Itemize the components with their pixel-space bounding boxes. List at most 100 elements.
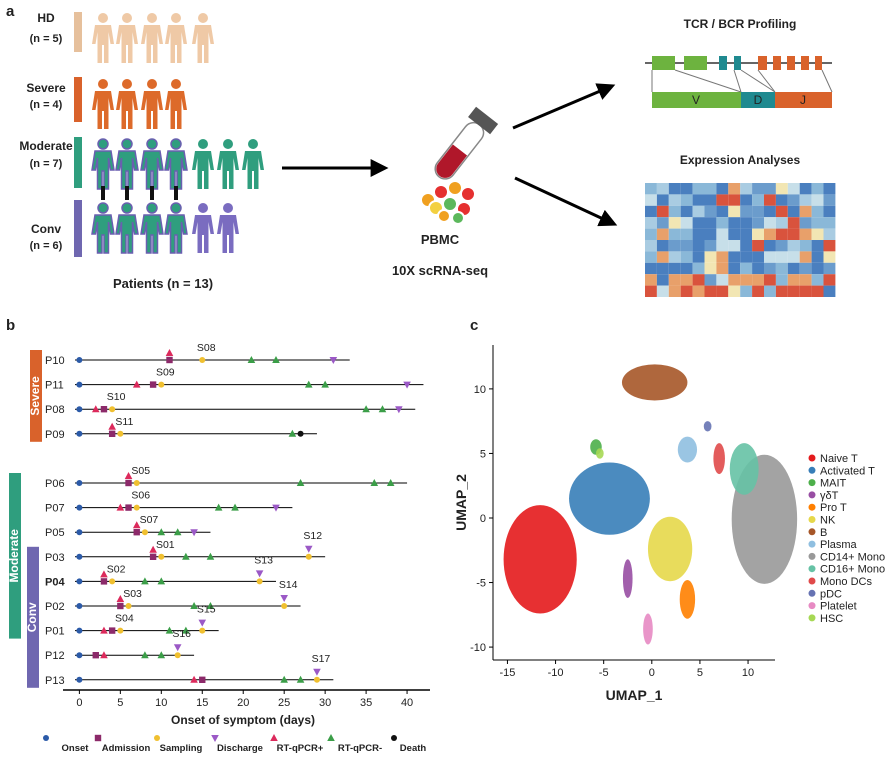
segment-label: D (754, 93, 763, 107)
heat-cell (716, 251, 729, 263)
sample-label: S05 (131, 465, 150, 477)
person-head (198, 203, 208, 213)
group-name: Severe (26, 81, 66, 95)
person-body (116, 25, 138, 63)
event-marker (256, 578, 263, 585)
patients-label: Patients (n = 13) (113, 276, 213, 291)
legend-dot (808, 516, 816, 523)
event-marker (149, 381, 157, 388)
panel-label: a (6, 3, 15, 20)
heat-cell (728, 183, 741, 195)
legend-label: RT-qPCR+ (277, 743, 324, 754)
heat-cell (740, 217, 753, 229)
patient-label: P01 (45, 626, 65, 638)
heat-cell (764, 217, 776, 229)
heat-cell (692, 217, 705, 229)
group-bar (30, 350, 42, 442)
heat-cell (645, 183, 657, 195)
legend-label: Onset (62, 743, 90, 754)
heat-cell (787, 228, 800, 240)
event-marker (108, 422, 116, 430)
x-tick-label: 5 (117, 697, 123, 709)
event-marker (288, 429, 297, 437)
legend-label: HSC (820, 613, 843, 625)
event-marker (116, 503, 125, 511)
heat-cell (799, 228, 812, 240)
heat-cell (752, 183, 764, 195)
heat-cell (716, 228, 729, 240)
event-marker (108, 627, 116, 634)
event-marker (76, 406, 83, 413)
event-marker (281, 603, 288, 609)
segment-label: J (800, 93, 806, 107)
legend-label: Sampling (160, 743, 203, 754)
heat-cell (728, 194, 741, 206)
sample-label: S06 (131, 490, 150, 502)
legend-dot (808, 614, 816, 622)
heat-cell (752, 228, 764, 240)
x-tick-label: 10 (742, 667, 754, 679)
heat-cell (716, 240, 729, 252)
event-marker (247, 356, 256, 363)
person-head (198, 139, 208, 149)
heat-cell (668, 228, 681, 240)
person-body (165, 91, 187, 129)
heat-cell (740, 183, 753, 195)
x-tick-label: 0 (649, 667, 655, 679)
heat-cell (704, 251, 717, 263)
person-head (171, 79, 181, 89)
heat-cell (668, 240, 681, 252)
heat-cell (823, 194, 836, 206)
event-marker (76, 578, 83, 585)
pair-link (125, 186, 129, 200)
person-head (147, 13, 157, 23)
x-tick-label: 40 (401, 697, 413, 709)
heat-cell (716, 274, 729, 286)
heat-cell (692, 194, 705, 206)
heat-cell (692, 285, 705, 297)
heat-cell (799, 205, 812, 218)
heat-cell (656, 240, 669, 252)
heat-cell (668, 251, 681, 263)
heat-cell (764, 240, 776, 252)
heat-cell (645, 228, 657, 240)
heat-cell (787, 194, 800, 206)
legend-dot (808, 540, 816, 548)
x-tick-label: 35 (360, 697, 372, 709)
event-marker (141, 577, 149, 585)
event-marker (199, 627, 206, 634)
event-marker (125, 479, 132, 487)
heat-cell (656, 194, 669, 206)
heat-cell (764, 205, 776, 218)
legend-marker (94, 734, 102, 742)
group-bar (74, 200, 82, 257)
person-body (164, 214, 188, 254)
event-marker (296, 675, 305, 683)
event-marker (206, 552, 215, 560)
legend-dot (808, 479, 816, 487)
heat-cell (823, 251, 836, 263)
event-marker (117, 602, 124, 610)
heat-cell (668, 194, 681, 206)
event-marker (296, 479, 305, 486)
heat-cell (811, 194, 824, 206)
heat-cell (656, 285, 669, 297)
heat-cell (645, 217, 657, 229)
person-body (116, 91, 138, 129)
sample-label: S17 (312, 653, 331, 665)
group-name: Moderate (19, 139, 73, 153)
event-marker (231, 503, 239, 511)
event-marker (157, 651, 166, 659)
event-marker (313, 676, 320, 683)
event-marker (76, 504, 83, 511)
heat-cell (811, 228, 824, 240)
heat-cell (645, 240, 657, 252)
event-marker (304, 545, 313, 553)
heat-cell (764, 251, 776, 263)
heat-cell (787, 274, 800, 286)
legend-marker (211, 735, 219, 742)
event-marker (313, 668, 321, 676)
heat-cell (704, 228, 717, 240)
heat-cell (704, 217, 717, 229)
